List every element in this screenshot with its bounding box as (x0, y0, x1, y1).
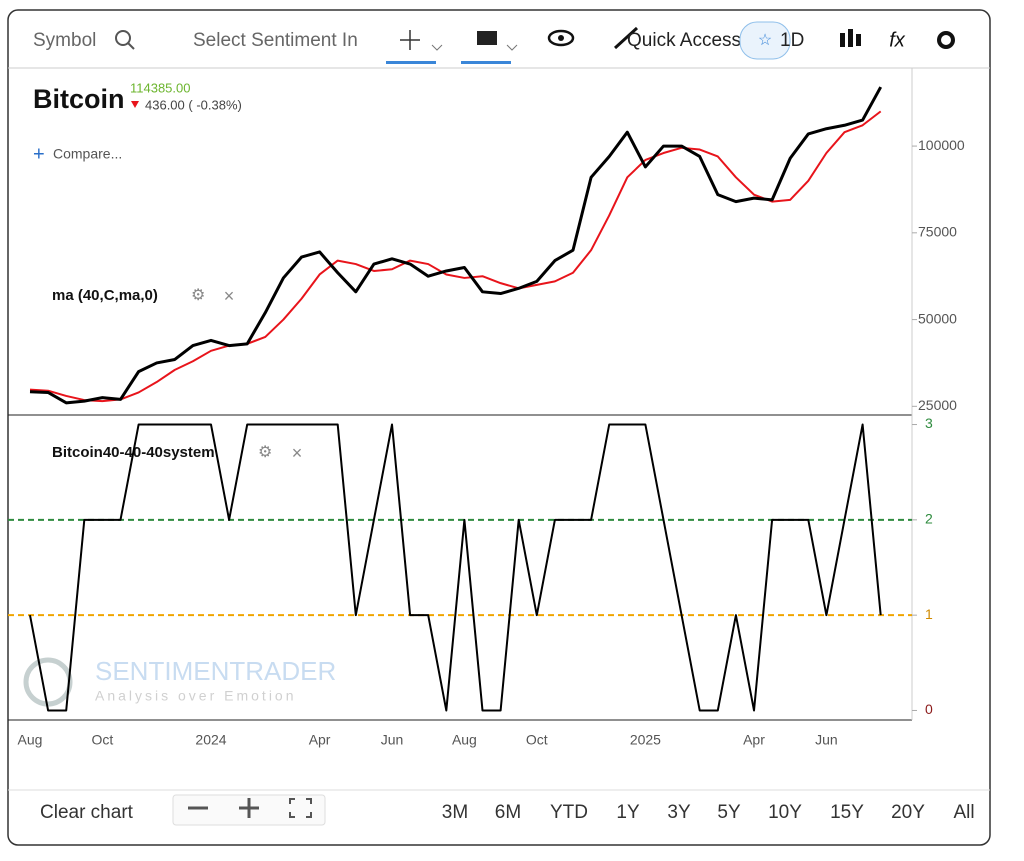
x-tick-label: Jun (815, 732, 838, 748)
range-button[interactable]: 3M (442, 802, 468, 823)
indicator-settings[interactable]: ⚙ (258, 444, 272, 461)
watermark: SENTIMENTRADER Analysis over Emotion (23, 656, 336, 707)
dropdown[interactable] (506, 44, 518, 51)
range-button[interactable]: 3Y (667, 802, 691, 823)
watermark-brand: SENTIMENTRADER (95, 656, 336, 686)
draw-icon[interactable] (613, 26, 639, 50)
quick-access[interactable]: Quick Access (627, 30, 741, 51)
toolbar: Symbol Select Sentiment In Quick Access … (8, 21, 990, 69)
watermark-logo (23, 657, 73, 707)
y-tick-label: 1 (925, 606, 933, 622)
x-tick-label: Aug (452, 732, 477, 748)
x-tick-label: Jun (381, 732, 404, 748)
crosshair-icon[interactable] (400, 30, 420, 50)
y-tick-label: 50000 (918, 310, 957, 326)
candles-icon[interactable] (840, 29, 861, 47)
eye-icon[interactable] (547, 29, 575, 47)
last-price: 114385.00 (130, 80, 191, 95)
range-button[interactable]: 15Y (830, 802, 864, 823)
clear-chart[interactable]: Clear chart (40, 802, 134, 823)
settings-icon[interactable] (937, 31, 955, 49)
x-tick-label: Aug (18, 732, 43, 748)
price-change: 436.00 ( -0.38%) (145, 97, 242, 112)
study-settings[interactable]: ⚙ (191, 287, 205, 304)
search-icon-handle (127, 42, 135, 50)
x-tick-label: 2025 (630, 732, 661, 748)
y-tick-label: 0 (925, 701, 933, 717)
y-tick-label: 3 (925, 415, 933, 431)
symbol-name: Bitcoin (33, 84, 125, 114)
watermark-tagline: Analysis over Emotion (95, 688, 297, 704)
range-button[interactable]: 6M (495, 802, 521, 823)
range-button[interactable]: 5Y (717, 802, 741, 823)
interval[interactable]: 1D (780, 30, 804, 51)
range-button[interactable]: 10Y (768, 802, 802, 823)
search-icon[interactable] (115, 30, 131, 46)
frame (7, 9, 991, 846)
y-tick-label: 25000 (918, 397, 957, 413)
plus-icon[interactable]: + (33, 143, 45, 165)
series-line (29, 110, 882, 403)
active-underline (386, 61, 436, 64)
study-remove[interactable]: × (224, 286, 235, 306)
series-line (29, 423, 882, 712)
y-tick-label: 2 (925, 511, 933, 527)
eye-pupil (558, 35, 564, 41)
dropdown[interactable] (431, 44, 443, 51)
fx-icon[interactable]: fx (889, 29, 906, 51)
range-button[interactable]: 20Y (891, 802, 925, 823)
y-tick-label: 75000 (918, 224, 957, 240)
x-tick-label: 2024 (195, 732, 226, 748)
range-button[interactable]: 1Y (616, 802, 640, 823)
x-tick-label: Apr (743, 732, 765, 748)
comment-icon[interactable] (477, 31, 497, 45)
study-label: ma (40,C,ma,0) (52, 287, 158, 304)
range-button[interactable]: YTD (550, 802, 588, 823)
active-underline (461, 61, 511, 64)
interval-button[interactable] (739, 21, 791, 60)
x-tick-label: Apr (309, 732, 331, 748)
range-buttons: 3M 6M YTD 1Y 3Y 5Y 10Y 15Y 20Y All (442, 802, 975, 823)
down-arrow (131, 101, 139, 108)
fullscreen[interactable] (289, 798, 312, 818)
compare-link[interactable]: Compare... (53, 146, 122, 162)
sentiment-input[interactable]: Select Sentiment In (193, 30, 358, 51)
zoom-in[interactable] (239, 798, 259, 818)
x-tick-label: Oct (526, 732, 548, 748)
series-line (29, 86, 883, 405)
x-tick-label: Oct (92, 732, 114, 748)
indicator-remove[interactable]: × (292, 443, 303, 463)
y-tick-label: 100000 (918, 137, 965, 153)
star-icon: ☆ (758, 32, 772, 49)
symbol-input[interactable]: Symbol (33, 30, 96, 51)
range-button[interactable]: All (953, 802, 974, 823)
